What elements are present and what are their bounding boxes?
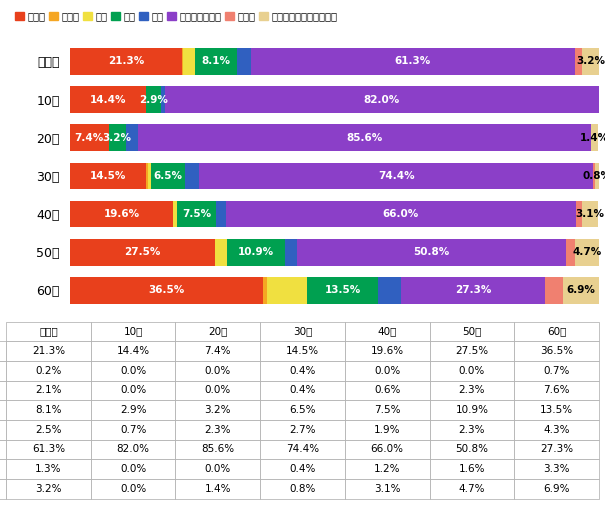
Bar xyxy=(575,48,582,75)
Text: 27.3%: 27.3% xyxy=(455,285,491,295)
Text: 7.5%: 7.5% xyxy=(182,209,211,219)
Bar xyxy=(226,200,576,227)
Bar xyxy=(250,48,575,75)
Bar xyxy=(70,277,263,304)
Bar xyxy=(307,277,378,304)
Bar xyxy=(70,162,146,189)
Bar xyxy=(138,124,591,151)
Text: 7.4%: 7.4% xyxy=(74,133,104,143)
Bar xyxy=(215,239,227,266)
Bar xyxy=(70,239,215,266)
Bar xyxy=(591,124,598,151)
Text: 6.9%: 6.9% xyxy=(567,285,596,295)
Text: 2.9%: 2.9% xyxy=(139,95,168,105)
Text: 66.0%: 66.0% xyxy=(383,209,419,219)
Bar xyxy=(148,162,151,189)
Text: 13.5%: 13.5% xyxy=(324,285,361,295)
Text: 3.2%: 3.2% xyxy=(103,133,132,143)
Bar xyxy=(146,162,148,189)
Bar xyxy=(146,86,161,113)
Text: 0.8%: 0.8% xyxy=(583,171,605,181)
Bar xyxy=(70,124,109,151)
Bar xyxy=(195,48,237,75)
Bar xyxy=(109,124,126,151)
Bar xyxy=(177,200,216,227)
Bar xyxy=(297,239,566,266)
Bar xyxy=(216,200,226,227)
Text: 82.0%: 82.0% xyxy=(364,95,400,105)
Text: 10.9%: 10.9% xyxy=(238,247,274,257)
Text: 74.4%: 74.4% xyxy=(378,171,414,181)
Bar xyxy=(227,239,285,266)
Bar xyxy=(183,48,195,75)
Bar xyxy=(582,48,599,75)
Text: 36.5%: 36.5% xyxy=(148,285,185,295)
Text: 21.3%: 21.3% xyxy=(108,57,144,67)
Bar xyxy=(126,124,138,151)
Text: 3.1%: 3.1% xyxy=(576,209,605,219)
Bar xyxy=(576,200,582,227)
Bar xyxy=(546,277,563,304)
Text: 6.5%: 6.5% xyxy=(153,171,182,181)
Bar xyxy=(237,48,250,75)
Bar xyxy=(582,200,598,227)
Bar xyxy=(401,277,546,304)
Text: 4.7%: 4.7% xyxy=(572,247,601,257)
Bar xyxy=(70,86,146,113)
Text: 1.4%: 1.4% xyxy=(580,133,605,143)
Bar xyxy=(70,48,182,75)
Text: 8.1%: 8.1% xyxy=(201,57,231,67)
Text: 14.4%: 14.4% xyxy=(90,95,126,105)
Bar xyxy=(182,48,183,75)
Text: 14.5%: 14.5% xyxy=(90,171,126,181)
Bar xyxy=(566,239,575,266)
Bar xyxy=(185,162,199,189)
Bar xyxy=(151,162,185,189)
Bar xyxy=(563,277,600,304)
Bar xyxy=(165,86,599,113)
Text: 3.2%: 3.2% xyxy=(576,57,605,67)
Bar xyxy=(174,200,177,227)
Text: 19.6%: 19.6% xyxy=(103,209,140,219)
Bar xyxy=(266,277,307,304)
Bar xyxy=(575,239,600,266)
Bar xyxy=(70,200,174,227)
Bar xyxy=(199,162,593,189)
Text: 85.6%: 85.6% xyxy=(346,133,382,143)
Text: 61.3%: 61.3% xyxy=(394,57,431,67)
Legend: テレビ, ラジオ, 新聴, 雑誌, 書籍, インターネット, その他, その種の情報は必要ない: テレビ, ラジオ, 新聴, 雑誌, 書籍, インターネット, その他, その種の… xyxy=(11,7,341,25)
Bar xyxy=(595,162,600,189)
Bar xyxy=(593,162,595,189)
Text: 50.8%: 50.8% xyxy=(414,247,450,257)
Bar xyxy=(263,277,266,304)
Text: 27.5%: 27.5% xyxy=(124,247,160,257)
Bar xyxy=(161,86,165,113)
Bar xyxy=(378,277,401,304)
Bar xyxy=(285,239,297,266)
